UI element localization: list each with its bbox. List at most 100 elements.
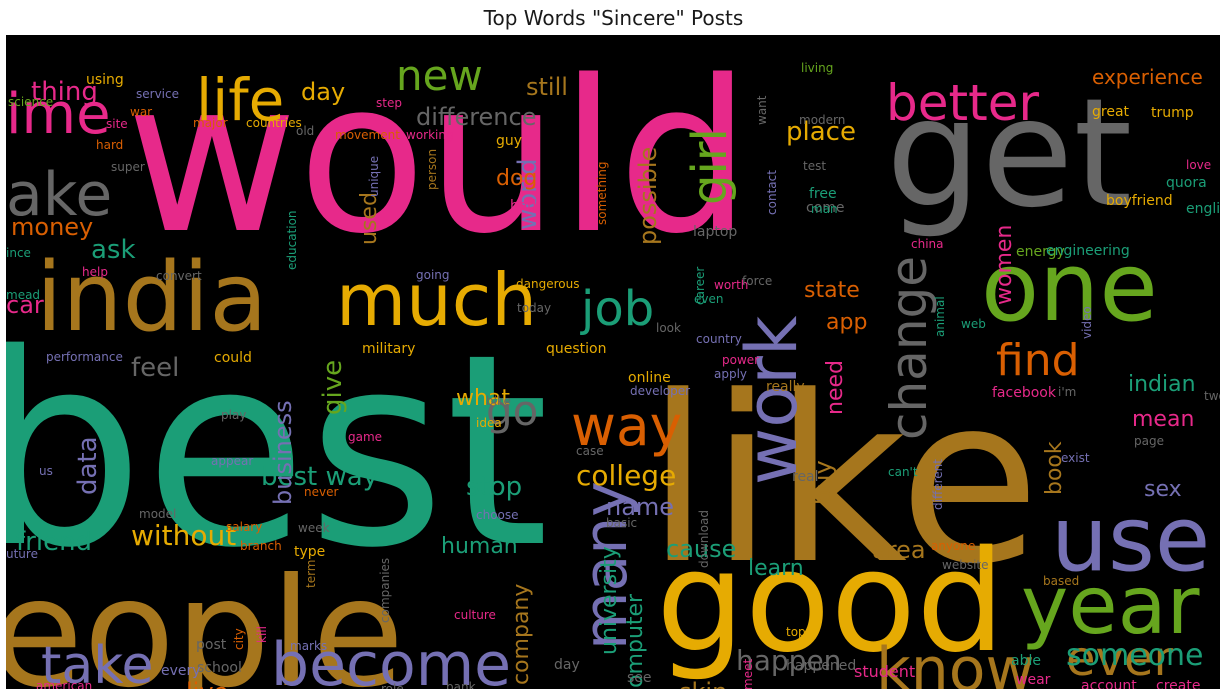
word-something: something bbox=[595, 161, 609, 225]
word-using: using bbox=[86, 72, 124, 88]
word-american: american bbox=[36, 679, 92, 689]
word-play: play bbox=[221, 408, 246, 422]
word-ask: ask bbox=[91, 235, 136, 265]
word-want: want bbox=[755, 95, 769, 125]
word-culture: culture bbox=[454, 608, 496, 622]
word-like: like bbox=[646, 348, 1040, 615]
word-engineering: engineering bbox=[1046, 243, 1130, 259]
word-many: many bbox=[571, 481, 641, 650]
word-developer: developer bbox=[630, 384, 690, 398]
word-someone: someone bbox=[1066, 638, 1204, 673]
word-create: create bbox=[1156, 678, 1200, 689]
word-day: day bbox=[301, 78, 345, 106]
word-good: good bbox=[656, 521, 1005, 684]
word-skin: skin bbox=[679, 678, 727, 689]
word-different: different bbox=[931, 459, 945, 510]
word-even: even bbox=[694, 292, 723, 306]
word-best: best bbox=[6, 298, 549, 606]
word-us: us bbox=[39, 464, 53, 478]
word-buy: buy bbox=[809, 460, 837, 505]
word-life: life bbox=[196, 66, 284, 134]
word-convert: convert bbox=[156, 269, 202, 283]
word-force: force bbox=[742, 274, 772, 288]
word-animal: animal bbox=[933, 296, 947, 337]
word-can-t: can't bbox=[888, 465, 918, 479]
word-happened: happened bbox=[786, 658, 856, 674]
word-military: military bbox=[362, 341, 415, 357]
word-dangerous: dangerous bbox=[516, 277, 579, 291]
word-guy: guy bbox=[496, 133, 522, 149]
word-working: working bbox=[406, 128, 454, 142]
word-apply: apply bbox=[714, 367, 747, 381]
word-mead: mead bbox=[6, 288, 40, 302]
word-would: would bbox=[126, 35, 751, 280]
word-school: school bbox=[197, 660, 242, 676]
word-account: account bbox=[1081, 678, 1137, 689]
word-work: work bbox=[731, 315, 813, 485]
word-modern: modern bbox=[799, 113, 845, 127]
word-laptop: laptop bbox=[693, 224, 737, 240]
word-look: look bbox=[656, 321, 681, 335]
word-women: women bbox=[992, 225, 1017, 305]
word-university: university bbox=[597, 546, 622, 655]
word-power: power bbox=[722, 353, 759, 367]
word-post: post bbox=[196, 637, 227, 653]
word-what: what bbox=[456, 386, 510, 411]
word-exist: exist bbox=[1061, 451, 1090, 465]
word-contact: contact bbox=[765, 170, 779, 215]
word-use: use bbox=[1051, 487, 1210, 592]
word-top: top bbox=[786, 625, 806, 639]
word-uture: uture bbox=[6, 547, 38, 561]
word-give: give bbox=[318, 360, 348, 415]
word-girl: girl bbox=[682, 128, 738, 205]
word-still: still bbox=[526, 73, 568, 101]
word-learn: learn bbox=[748, 556, 804, 581]
word-living: living bbox=[801, 61, 833, 75]
word-man: man bbox=[811, 202, 838, 216]
word-wear: wear bbox=[1016, 672, 1051, 688]
word-way: way bbox=[571, 394, 682, 458]
word-video: video bbox=[1080, 306, 1094, 339]
word-science: science bbox=[8, 95, 53, 109]
chart-title: Top Words "Sincere" Posts bbox=[483, 6, 744, 30]
word-appear: appear bbox=[211, 454, 253, 468]
word-app: app bbox=[826, 310, 867, 335]
word-companies: companies bbox=[378, 558, 392, 623]
word-cloud-canvas: would best like get eople good one india much wor… bbox=[6, 35, 1220, 689]
word-worth: worth bbox=[714, 278, 748, 292]
word-live: live bbox=[186, 678, 228, 689]
word-meet: meet bbox=[741, 659, 755, 689]
word-role: role bbox=[381, 682, 404, 689]
word-help: help bbox=[82, 265, 108, 279]
word-get: get bbox=[886, 67, 1132, 241]
word-education: education bbox=[285, 210, 299, 270]
word-go: go bbox=[486, 386, 538, 435]
word-thing: thing bbox=[31, 77, 98, 107]
word-week: week bbox=[298, 521, 330, 535]
word-trump: trump bbox=[1151, 105, 1194, 121]
word-real: real bbox=[792, 469, 819, 485]
word-i-m: i'm bbox=[1058, 385, 1076, 399]
word-english: english bbox=[1186, 201, 1220, 217]
word-kill: kill bbox=[255, 626, 269, 643]
word-test: test bbox=[803, 159, 826, 173]
word-movement: movement bbox=[335, 128, 400, 142]
word-country: country bbox=[696, 332, 742, 346]
word-stop: stop bbox=[466, 472, 522, 502]
word-name: name bbox=[606, 493, 674, 521]
word-year: year bbox=[1021, 559, 1200, 652]
word-better: better bbox=[886, 74, 1039, 132]
word-step: step bbox=[376, 96, 402, 110]
word-countries: countries bbox=[246, 116, 302, 130]
word-person: person bbox=[425, 149, 439, 190]
word-find: find bbox=[996, 335, 1080, 386]
word-china: china bbox=[911, 237, 944, 251]
word-without: without bbox=[131, 519, 236, 552]
word-could: could bbox=[214, 350, 252, 366]
word-never: never bbox=[304, 485, 338, 499]
word-sex: sex bbox=[1144, 477, 1182, 502]
word-best-way: best way bbox=[261, 462, 378, 492]
word-term: term bbox=[304, 560, 318, 589]
word-cause: cause bbox=[666, 535, 736, 563]
word-energy: energy bbox=[1016, 244, 1065, 260]
